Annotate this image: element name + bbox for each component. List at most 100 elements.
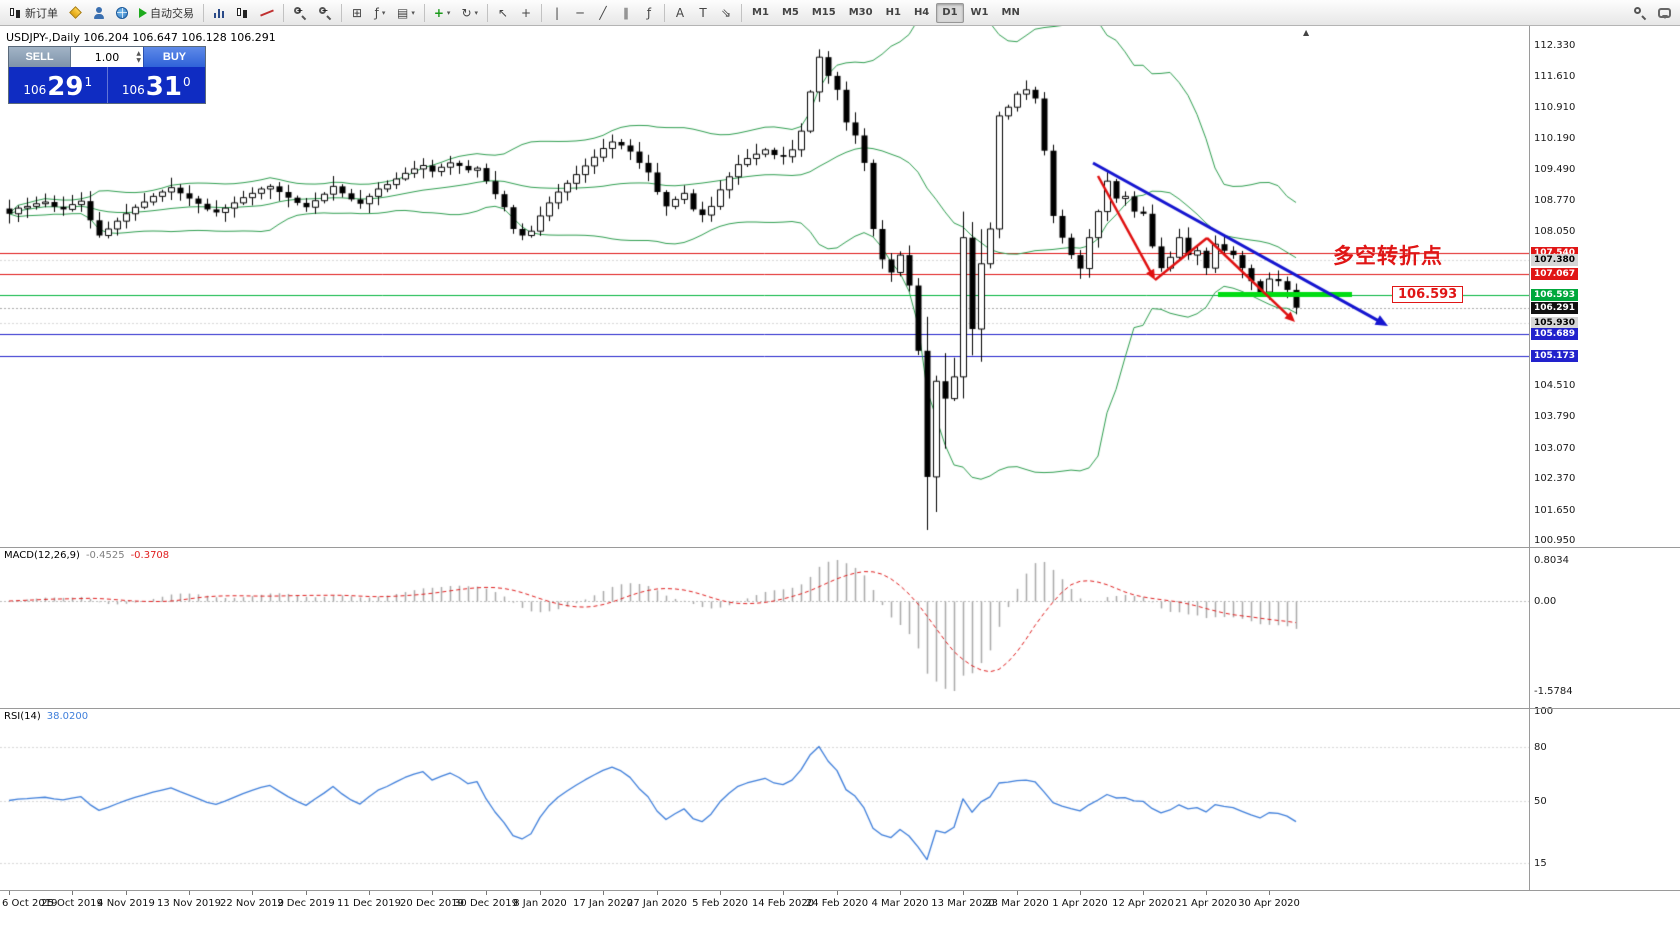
chart-text-annotation[interactable]: 多空转折点 — [1333, 244, 1443, 268]
time-axis-tick — [9, 891, 10, 895]
volume-spinner[interactable]: ▲ ▼ — [136, 50, 141, 64]
tile-windows-button[interactable]: ⊞ — [346, 2, 368, 24]
time-axis-tick — [1017, 891, 1018, 895]
horizontal-line-button[interactable]: ─ — [569, 2, 591, 24]
spin-down-icon[interactable]: ▼ — [136, 57, 141, 64]
trendline-button[interactable]: ╱ — [592, 2, 614, 24]
indicators-button[interactable]: ƒ ▾ — [369, 2, 391, 24]
bar-chart-mode-button[interactable] — [208, 2, 230, 24]
chart-shift-marker[interactable]: ▲ — [1303, 28, 1310, 37]
chat-button[interactable] — [1653, 2, 1676, 24]
crosshair-button-glyph: + — [520, 5, 532, 20]
ask-price[interactable]: 106 31 0 — [108, 67, 206, 103]
rsi-scale-label: 100 — [1534, 706, 1554, 717]
rsi-scale-label: 50 — [1534, 795, 1547, 807]
fibonacci-button-glyph: ƒ — [646, 5, 652, 20]
community-button[interactable] — [111, 2, 133, 24]
bid-price[interactable]: 106 29 1 — [9, 67, 108, 103]
timeframe-m30-button[interactable]: M30 — [843, 3, 879, 23]
fibonacci-button[interactable]: ƒ — [638, 2, 660, 24]
timeframe-w1-button[interactable]: W1 — [965, 3, 995, 23]
label-button[interactable]: T — [692, 2, 714, 24]
price-scale[interactable]: 112.330 111.610 110.910 110.190 109.490 108.7… — [1530, 26, 1680, 890]
cursor-button[interactable]: ↖ — [492, 2, 514, 24]
panel-separator[interactable] — [0, 708, 1680, 709]
caret-down-icon: ▾ — [474, 8, 479, 17]
timeframe-d1-button[interactable]: D1 — [936, 2, 964, 23]
price-level-tag: 105.930 — [1531, 317, 1578, 330]
profiles-button[interactable]: ↻ ▾ — [456, 2, 483, 24]
bid-point: 1 — [84, 75, 93, 89]
channel-button[interactable]: ∥ — [615, 2, 637, 24]
metaeditor-button[interactable] — [64, 2, 87, 24]
date-label: 21 Apr 2020 — [1175, 898, 1237, 909]
price-scale-label: 102.370 — [1534, 473, 1576, 485]
timeframe-m1-button[interactable]: M1 — [746, 3, 775, 23]
panel-separator[interactable] — [0, 547, 1680, 548]
crosshair-button[interactable]: + — [515, 2, 537, 24]
price-callout-label[interactable]: 106.593 — [1392, 286, 1464, 303]
zoom-in-button[interactable]: + — [288, 2, 312, 24]
scale-separator — [1529, 26, 1530, 890]
metaeditor-icon — [69, 6, 82, 19]
toolbar-separator — [664, 3, 666, 22]
timeframe-mn-button[interactable]: MN — [996, 3, 1026, 23]
profile-button[interactable] — [88, 2, 110, 24]
date-label: 27 Jan 2020 — [627, 898, 687, 909]
zoom-out-button[interactable]: − — [313, 2, 337, 24]
time-axis[interactable]: 6 Oct 2019 25 Oct 2019 4 Nov 2019 13 Nov 20… — [0, 891, 1680, 951]
date-label: 5 Feb 2020 — [692, 898, 748, 909]
macd-label: MACD(12,26,9) -0.4525 -0.3708 — [4, 550, 169, 561]
price-level-tag: 107.067 — [1531, 267, 1578, 280]
new-order-button[interactable]: 新订单 — [4, 2, 63, 24]
price-level-tag: 106.593 — [1531, 288, 1578, 301]
date-label: 20 Dec 2019 — [400, 898, 464, 909]
new-chart-button[interactable]: + ▾ — [429, 2, 456, 24]
bid-big-figure: 106 — [23, 83, 47, 97]
trendline-button-glyph: ╱ — [599, 5, 607, 20]
candle-chart-mode-button[interactable] — [231, 2, 254, 24]
date-label: 4 Mar 2020 — [871, 898, 929, 909]
chart-info-line: USDJPY-,Daily 106.204 106.647 106.128 10… — [6, 31, 276, 44]
timeframe-m15-button[interactable]: M15 — [806, 3, 842, 23]
label-button-glyph: T — [699, 5, 707, 20]
rsi-indicator-canvas[interactable] — [0, 709, 1529, 890]
main-chart-canvas[interactable] — [0, 26, 1529, 547]
date-label: 22 Nov 2019 — [219, 898, 285, 909]
vertical-line-button[interactable]: | — [546, 2, 568, 24]
new-order-button-label: 新订单 — [25, 6, 58, 20]
arrows-button[interactable]: ⇘ — [715, 2, 737, 24]
panel-separator — [0, 890, 1680, 891]
date-label: 17 Jan 2020 — [573, 898, 633, 909]
profiles-button-glyph: ↻ — [461, 5, 472, 20]
vertical-line-button-glyph: | — [554, 5, 560, 20]
buy-button[interactable]: BUY — [143, 47, 205, 67]
time-axis-tick — [837, 891, 838, 895]
rsi-scale-label: 80 — [1534, 741, 1547, 753]
caret-down-icon: ▾ — [381, 8, 386, 17]
macd-scale-label: 0.8034 — [1534, 555, 1569, 566]
price-scale-label: 104.510 — [1534, 380, 1576, 392]
globe-icon — [116, 6, 128, 19]
auto-trading-button[interactable]: 自动交易 — [134, 2, 199, 24]
timeframe-m15-button-label: M15 — [811, 7, 836, 18]
timeframe-m30-button-label: M30 — [848, 7, 873, 18]
timeframe-h4-button[interactable]: H4 — [908, 3, 935, 23]
macd-indicator-canvas[interactable] — [0, 548, 1529, 708]
line-chart-mode-button[interactable] — [255, 2, 279, 24]
timeframe-m5-button[interactable]: M5 — [776, 3, 805, 23]
price-scale-label: 101.650 — [1534, 504, 1576, 516]
spin-up-icon[interactable]: ▲ — [136, 50, 141, 57]
horizontal-line-button-glyph: ─ — [576, 5, 584, 20]
sell-button[interactable]: SELL — [9, 47, 71, 67]
date-label: 30 Apr 2020 — [1238, 898, 1300, 909]
timeframe-h1-button[interactable]: H1 — [880, 3, 907, 23]
volume-input[interactable]: 1.00 ▲ ▼ — [71, 47, 143, 67]
periods-button[interactable]: ▤ ▾ — [392, 2, 420, 24]
time-axis-tick — [963, 891, 964, 895]
search-button[interactable] — [1628, 2, 1652, 24]
text-button[interactable]: A — [669, 2, 691, 24]
toolbar-separator — [203, 3, 204, 22]
price-scale-label: 110.910 — [1534, 101, 1576, 113]
rsi-scale-label: 15 — [1534, 858, 1547, 870]
